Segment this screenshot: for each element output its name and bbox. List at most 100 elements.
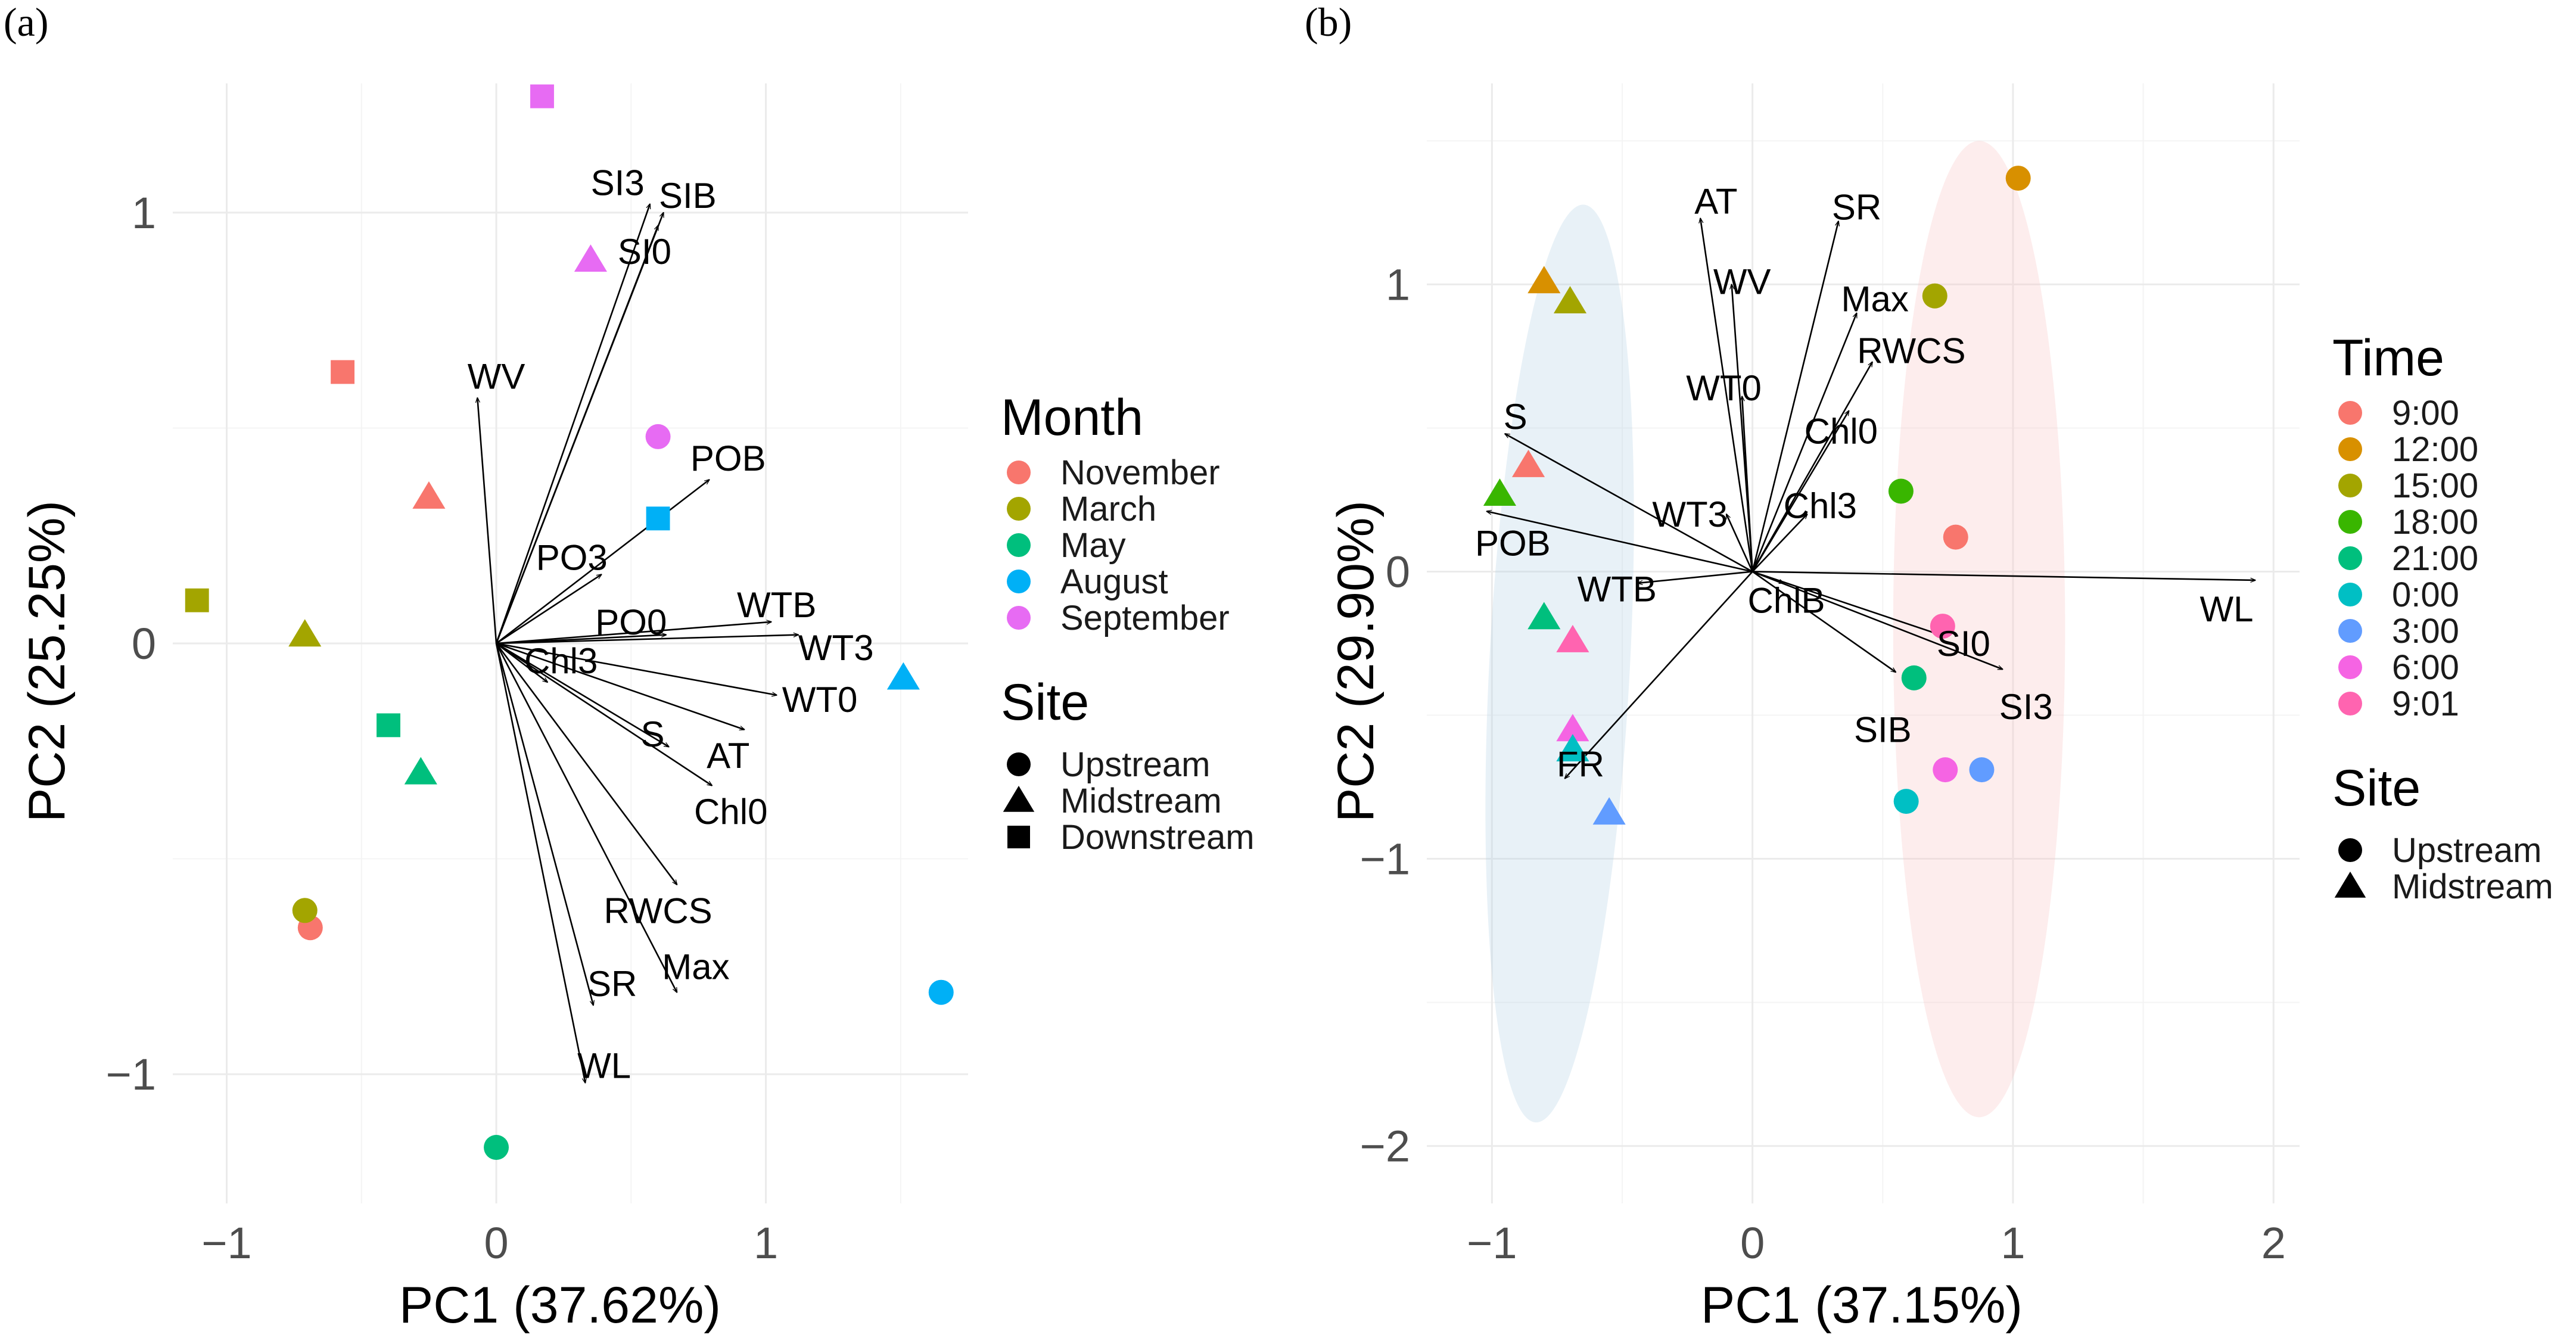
b-loading-arrow-chl0: [1751, 411, 1849, 573]
b-point-15-00-circle: [1922, 283, 1947, 309]
b-x-tick-label: 2: [2261, 1218, 2286, 1268]
a-loading-label-si3: SI3: [591, 163, 645, 203]
b-point-9-01-circle: [1930, 614, 1955, 639]
a-legend-key-upstream: [1007, 752, 1031, 776]
b-point-6-00-circle: [1933, 757, 1958, 783]
a-legend-label-march: March: [1060, 490, 1156, 528]
b-legend-key-6-00: [2338, 655, 2362, 679]
b-point-0-00-triangle: [1556, 734, 1589, 762]
b-loading-arrow-max: [1751, 313, 1858, 572]
b-x-tick-label: −1: [1467, 1218, 1517, 1268]
a-legend-key-november: [1007, 461, 1031, 484]
b-y-tick-label: 1: [1386, 260, 1410, 309]
b-y-tick-label: −2: [1360, 1122, 1410, 1171]
a-legend-label-august: August: [1060, 562, 1168, 601]
b-loading-label-wt0: WT0: [1686, 368, 1762, 408]
b-y-tick-label: −1: [1360, 835, 1410, 884]
a-legend-label-may: May: [1060, 526, 1126, 565]
a-loading-arrow-po3: [496, 574, 601, 645]
b-legend-label-midstream: Midstream: [2392, 867, 2553, 906]
b-point-12-00-triangle: [1527, 266, 1561, 294]
a-point-august-square: [646, 506, 670, 531]
a-loading-label-chl0: Chl0: [694, 792, 767, 832]
a-loading-label-s: S: [641, 714, 665, 754]
a-legend-color-title: Month: [1001, 389, 1143, 446]
b-legend-key-12-00: [2338, 437, 2362, 461]
b-legend-label-18-00: 18:00: [2392, 503, 2478, 542]
b-point-21-00-circle: [1901, 665, 1927, 690]
a-legend-key-midstream: [1003, 786, 1035, 812]
panel-b-y-axis-title: PC2 (29.90%): [1327, 500, 1385, 822]
a-loading-arrow-pob: [496, 480, 710, 645]
panel-b-loading-labels: AT SR WV Max RWCS WT0 Chl0 S Chl3 WT3 POB WTB ChlB WL…: [1475, 182, 2254, 785]
b-loading-arrow-fr: [1565, 571, 1753, 778]
b-legend-key-midstream: [2334, 872, 2366, 898]
a-point-november-square: [331, 360, 355, 384]
a-legend-key-downstream: [1007, 826, 1030, 848]
b-y-tick-label: 0: [1386, 547, 1410, 596]
b-loading-label-at: AT: [1694, 182, 1737, 222]
b-loading-arrow-at: [1700, 219, 1753, 572]
a-point-august-triangle: [886, 662, 920, 690]
a-legend-key-march: [1007, 497, 1031, 521]
a-point-march-square: [185, 588, 209, 612]
b-legend-shape-title: Site: [2332, 760, 2421, 817]
b-point-3-00-triangle: [1592, 797, 1626, 825]
a-y-tick-label: −1: [106, 1050, 156, 1099]
a-loading-arrow-wl: [495, 643, 585, 1083]
b-point-6-00-triangle: [1556, 714, 1589, 742]
b-legend-color-title: Time: [2332, 329, 2444, 387]
b-legend-key-9-00: [2338, 401, 2362, 425]
b-loading-arrow-wl: [1752, 571, 2255, 580]
a-loading-arrow-wtb: [496, 622, 771, 645]
b-loading-label-chl0: Chl0: [1805, 411, 1878, 451]
a-point-august-circle: [928, 979, 954, 1005]
b-loading-arrow-pob: [1487, 511, 1753, 573]
a-point-may-circle: [484, 1135, 509, 1160]
b-loading-arrow-wt3: [1725, 514, 1753, 573]
b-point-9-00-triangle: [1511, 449, 1545, 477]
a-loading-label-wv: WV: [468, 357, 525, 397]
b-legend-label-12-00: 12:00: [2392, 430, 2478, 469]
a-loading-label-si0: SI0: [618, 232, 671, 272]
b-loading-label-wl: WL: [2200, 589, 2254, 629]
a-legend-label-september: September: [1060, 599, 1230, 637]
panel-b: (b) AT SR WV Max RWCS WT0 Chl0 S Chl3 WT3 POB WTB Ch…: [1305, 0, 2553, 1334]
panel-a-scores: [185, 84, 954, 1160]
b-loading-label-max: Max: [1841, 279, 1908, 319]
b-loading-arrow-rwcs: [1751, 362, 1872, 573]
panel-a-grid: [173, 83, 968, 1203]
b-legend-label-upstream: Upstream: [2392, 831, 2541, 870]
a-loading-arrow-sr: [495, 643, 593, 1005]
a-loading-arrow-wt0: [496, 642, 777, 695]
a-loading-arrow-wv: [477, 398, 497, 644]
b-loading-label-sib: SIB: [1854, 710, 1912, 750]
a-point-september-square: [530, 84, 554, 108]
b-loading-arrow-si3: [1752, 571, 2003, 670]
b-loading-label-wv: WV: [1713, 262, 1771, 302]
panel-b-label: (b): [1305, 0, 1352, 45]
a-loading-label-po0: PO0: [595, 602, 667, 642]
b-legend-key-0-00: [2338, 583, 2362, 606]
panel-b-ellipses: [1485, 141, 2065, 1122]
a-loading-label-sib: SIB: [659, 176, 717, 216]
a-loading-arrow-chl0: [496, 642, 712, 786]
a-x-tick-label: 0: [484, 1218, 508, 1268]
a-loading-arrow-si3: [495, 204, 650, 644]
b-loading-arrow-chl3: [1751, 514, 1807, 573]
b-confidence-ellipse-2: [1893, 141, 2065, 1118]
b-legend-label-9-01: 9:01: [2392, 685, 2459, 723]
b-loading-arrow-wt0: [1742, 396, 1753, 572]
a-legend-shape-title: Site: [1001, 674, 1089, 731]
b-loading-label-s: S: [1504, 397, 1527, 437]
b-legend-label-21-00: 21:00: [2392, 539, 2478, 578]
b-point-3-00-circle: [1969, 757, 1995, 783]
b-loading-label-wt3: WT3: [1652, 494, 1728, 534]
b-loading-arrow-sr: [1751, 221, 1838, 572]
a-legend-label-upstream: Upstream: [1060, 745, 1210, 784]
b-legend-key-3-00: [2338, 619, 2362, 643]
a-loading-arrow-at: [496, 642, 744, 730]
